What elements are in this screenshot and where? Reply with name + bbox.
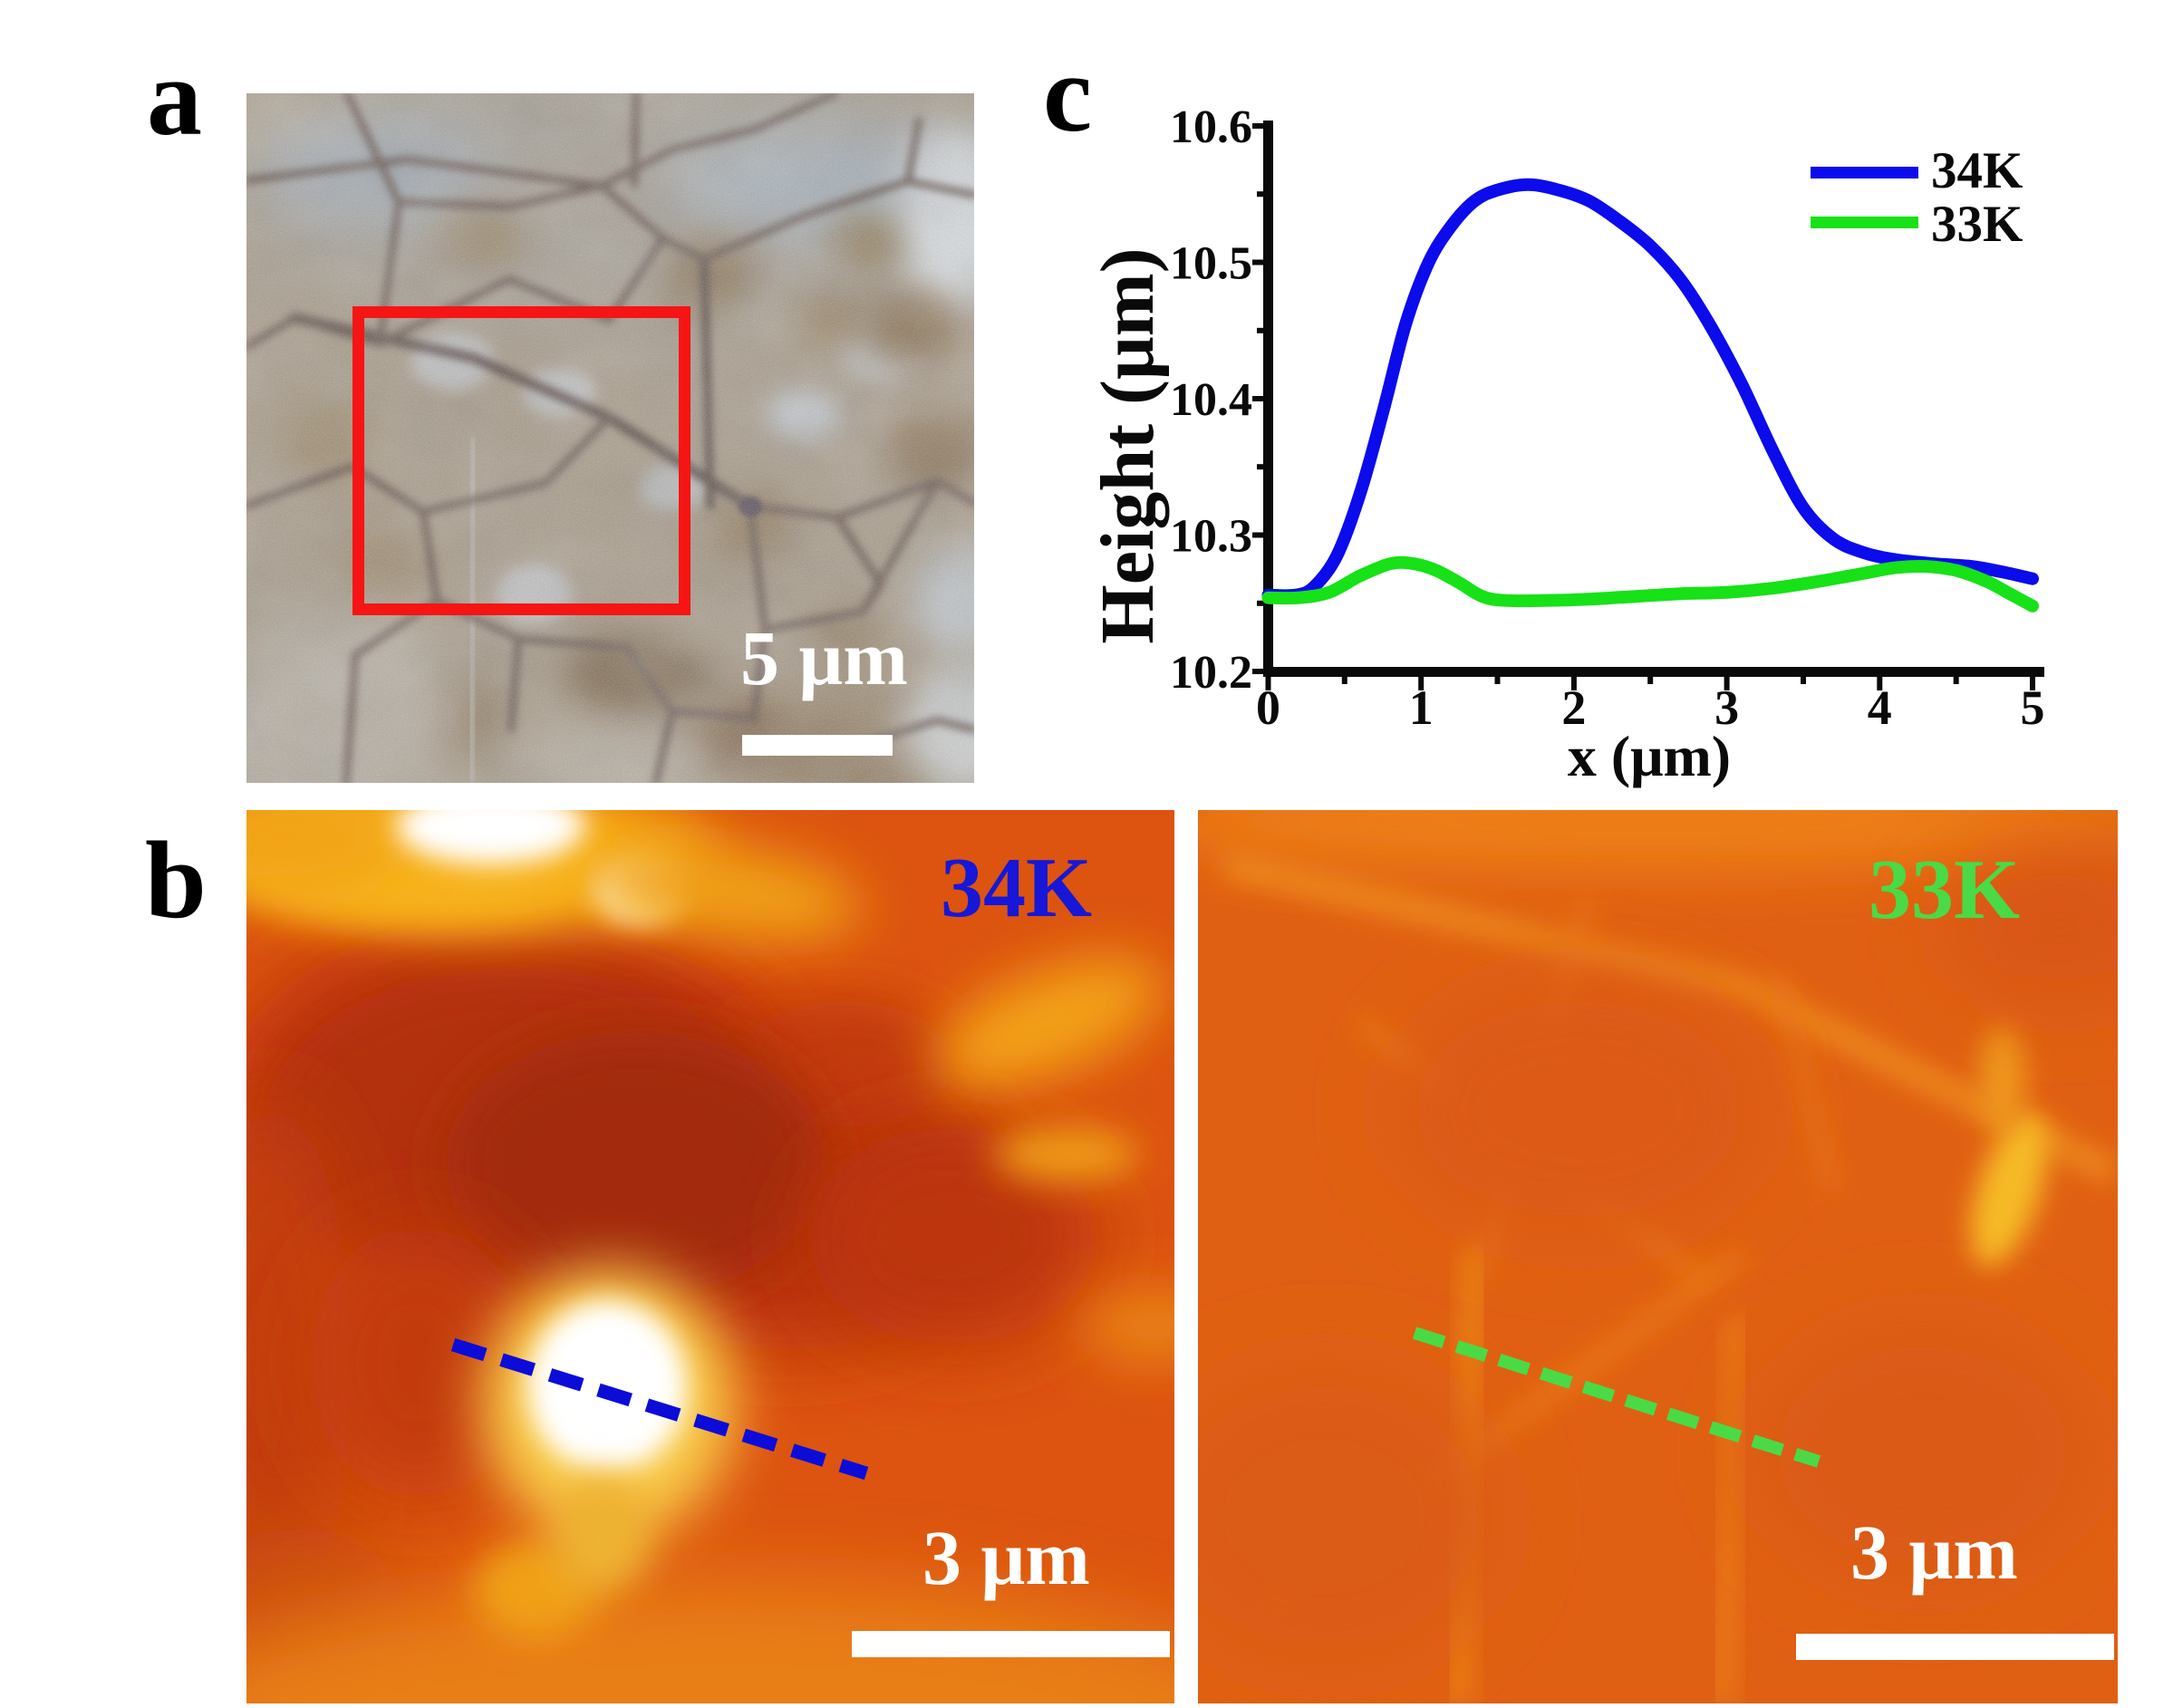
svg-text:3 μm: 3 μm [922, 1514, 1090, 1601]
svg-text:c: c [1043, 33, 1092, 155]
svg-text:Height (μm): Height (μm) [1086, 247, 1170, 643]
svg-text:33K: 33K [1869, 843, 2020, 937]
svg-text:2: 2 [1561, 680, 1586, 735]
svg-text:x (μm): x (μm) [1568, 724, 1731, 788]
svg-text:a: a [147, 36, 202, 159]
svg-text:0: 0 [1256, 680, 1280, 735]
svg-text:33K: 33K [1931, 196, 2023, 253]
svg-text:5 μm: 5 μm [740, 614, 908, 701]
svg-text:3 μm: 3 μm [1850, 1509, 2018, 1596]
svg-text:10.4: 10.4 [1170, 374, 1252, 426]
svg-text:10.5: 10.5 [1170, 238, 1252, 290]
svg-text:b: b [145, 819, 207, 941]
svg-text:34K: 34K [941, 841, 1092, 935]
svg-text:4: 4 [1868, 680, 1892, 735]
svg-text:34K: 34K [1931, 142, 2023, 199]
svg-text:1: 1 [1409, 680, 1434, 735]
svg-text:5: 5 [2021, 680, 2045, 735]
svg-text:3: 3 [1714, 680, 1739, 735]
svg-text:10.6: 10.6 [1170, 101, 1252, 153]
svg-text:10.2: 10.2 [1170, 647, 1252, 699]
svg-text:10.3: 10.3 [1170, 511, 1252, 563]
